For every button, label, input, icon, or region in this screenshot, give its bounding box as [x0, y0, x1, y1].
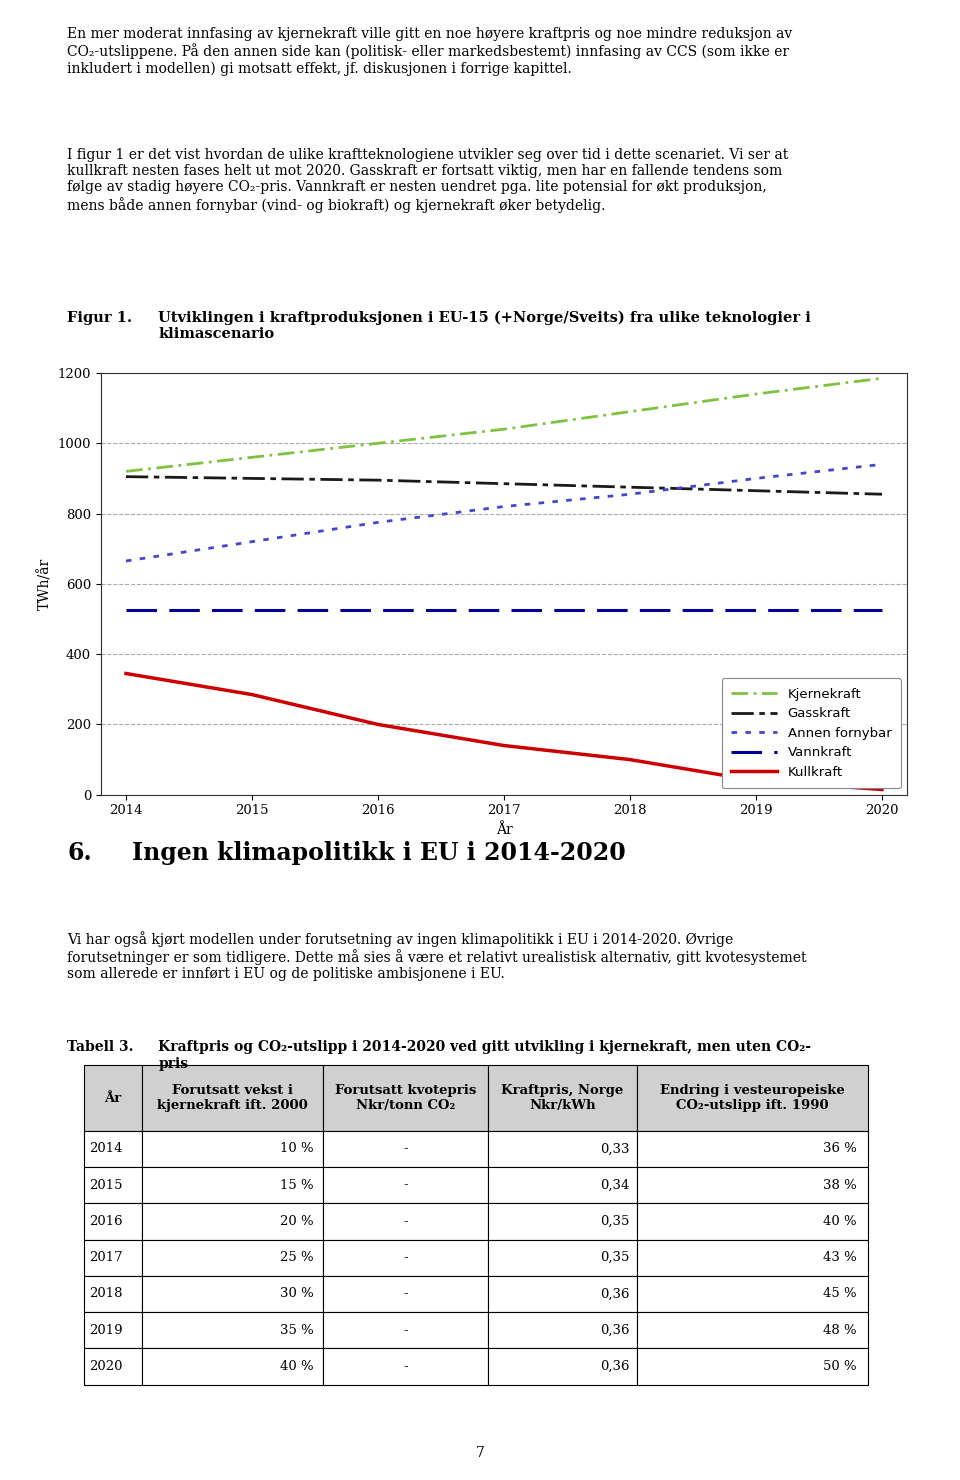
Text: Tabell 3.: Tabell 3.: [67, 1040, 133, 1054]
Legend: Kjernekraft, Gasskraft, Annen fornybar, Vannkraft, Kullkraft: Kjernekraft, Gasskraft, Annen fornybar, …: [722, 678, 900, 789]
Y-axis label: TWh/år: TWh/år: [37, 558, 52, 610]
Text: Vi har også kjørt modellen under forutsetning av ingen klimapolitikk i EU i 2014: Vi har også kjørt modellen under forutse…: [67, 931, 806, 981]
Text: 6.: 6.: [67, 841, 92, 864]
Text: I figur 1 er det vist hvordan de ulike kraftteknologiene utvikler seg over tid i: I figur 1 er det vist hvordan de ulike k…: [67, 148, 788, 213]
Text: Utviklingen i kraftproduksjonen i EU-15 (+Norge/Sveits) fra ulike teknologier i
: Utviklingen i kraftproduksjonen i EU-15 …: [158, 311, 811, 342]
X-axis label: År: År: [495, 823, 513, 838]
Text: En mer moderat innfasing av kjernekraft ville gitt en noe høyere kraftpris og no: En mer moderat innfasing av kjernekraft …: [67, 27, 792, 75]
Text: Figur 1.: Figur 1.: [67, 311, 132, 324]
Text: 7: 7: [475, 1446, 485, 1461]
Text: Ingen klimapolitikk i EU i 2014-2020: Ingen klimapolitikk i EU i 2014-2020: [132, 841, 626, 864]
Text: Kraftpris og CO₂-utslipp i 2014-2020 ved gitt utvikling i kjernekraft, men uten : Kraftpris og CO₂-utslipp i 2014-2020 ved…: [158, 1040, 811, 1070]
